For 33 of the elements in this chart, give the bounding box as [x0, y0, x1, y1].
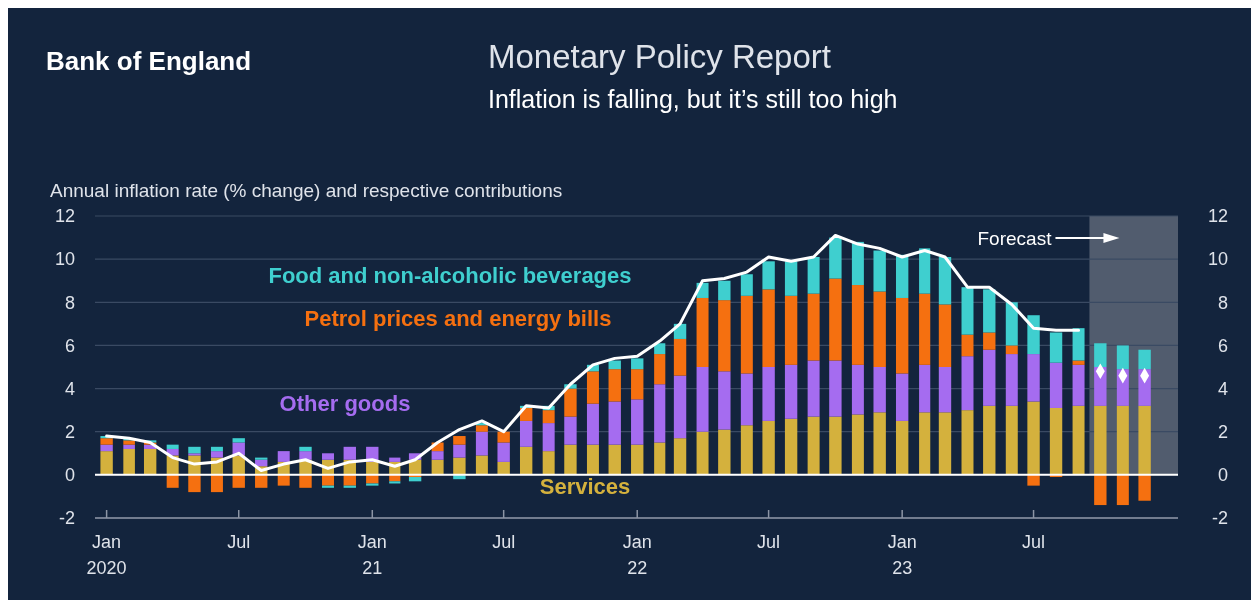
y-axis-title: Annual inflation rate (% change) and respective contributions: [50, 180, 563, 201]
chart-title: Monetary Policy Report: [488, 38, 831, 75]
y-tick-label: 0: [64, 465, 75, 486]
series-label: Other goods: [279, 391, 411, 416]
x-tick-label: Jul: [1022, 532, 1046, 552]
y2-tick-label: 12: [1207, 206, 1228, 227]
x-tick-label: Jul: [227, 532, 251, 552]
series-label: Services: [539, 474, 631, 499]
y-tick-label: 12: [54, 206, 75, 227]
x-tick-label: Jan 21: [357, 532, 387, 578]
text: Bank of England: [46, 46, 252, 76]
x-tick-label: Jan 2020: [86, 532, 127, 578]
x-tick-label: Jul: [757, 532, 781, 552]
y-tick-label: 6: [64, 335, 75, 356]
chart-subtitle: Inflation is falling, but it’s still too high: [488, 85, 898, 113]
x-tick-label: Jan 22: [622, 532, 652, 578]
text: Food and non-alcoholic beverages: [268, 263, 632, 288]
x-tick-label: Jul: [492, 532, 516, 552]
y2-tick-label: 10: [1207, 249, 1228, 270]
band-label: Forecast: [977, 228, 1053, 249]
y2-tick-label: 2: [1217, 422, 1228, 443]
y-tick-label: -2: [58, 508, 75, 529]
y-tick-label: 8: [64, 292, 75, 313]
y2-tick-label: 6: [1217, 335, 1228, 356]
y2-tick-label: 4: [1217, 378, 1228, 399]
y-tick-label: 2: [64, 422, 75, 443]
y-tick-label: 4: [64, 378, 75, 399]
y2-tick-label: -2: [1211, 508, 1228, 529]
series-label: Petrol prices and energy bills: [304, 306, 612, 331]
y-tick-label: 10: [54, 249, 75, 270]
x-tick-label: Jan 23: [887, 532, 917, 578]
y2-tick-label: 8: [1217, 292, 1228, 313]
y2-tick-label: 0: [1217, 465, 1228, 486]
